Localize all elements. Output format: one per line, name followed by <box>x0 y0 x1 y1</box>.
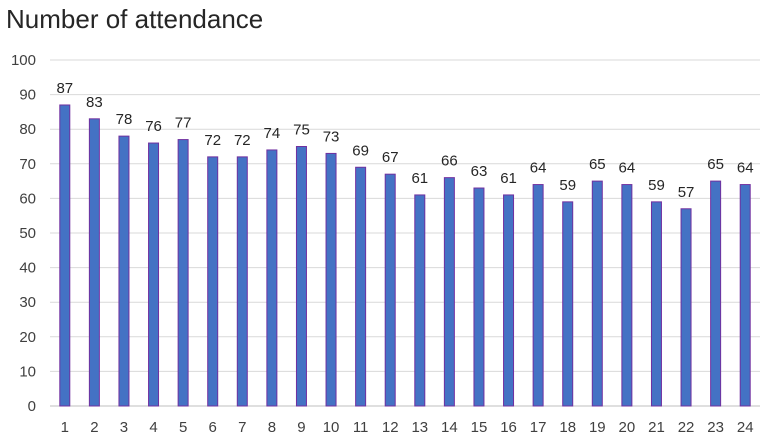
y-tick-label: 0 <box>28 398 36 415</box>
x-tick-label: 17 <box>530 419 547 436</box>
bar <box>295 146 307 407</box>
x-tick-label: 15 <box>471 419 488 436</box>
x-tick-label: 3 <box>120 419 128 436</box>
data-label: 64 <box>619 160 636 177</box>
data-label: 83 <box>86 94 103 111</box>
bar <box>236 156 248 407</box>
bar <box>384 173 396 407</box>
data-label: 61 <box>500 170 517 187</box>
y-tick-label: 50 <box>19 225 36 242</box>
x-tick-label: 1 <box>61 419 69 436</box>
bar <box>621 184 633 407</box>
data-label: 67 <box>382 149 399 166</box>
x-tick-label: 24 <box>737 419 754 436</box>
bar <box>325 152 337 407</box>
x-tick-label: 23 <box>707 419 724 436</box>
bar <box>59 104 71 407</box>
x-tick-label: 22 <box>678 419 695 436</box>
x-tick-label: 21 <box>648 419 665 436</box>
bar <box>650 201 662 407</box>
data-label: 66 <box>441 153 458 170</box>
x-tick-label: 13 <box>411 419 428 436</box>
x-tick-label: 8 <box>268 419 276 436</box>
y-tick-label: 100 <box>11 52 36 69</box>
x-tick-label: 18 <box>559 419 576 436</box>
bar <box>177 139 189 407</box>
data-label: 77 <box>175 115 192 132</box>
data-label: 76 <box>145 118 162 135</box>
data-label: 72 <box>234 132 251 149</box>
chart-title: Number of attendance <box>6 4 264 34</box>
data-label: 72 <box>204 132 221 149</box>
x-tick-label: 2 <box>90 419 98 436</box>
bar <box>739 184 751 407</box>
data-label: 69 <box>352 142 369 159</box>
data-label: 87 <box>56 80 73 97</box>
x-tick-label: 12 <box>382 419 399 436</box>
x-tick-label: 19 <box>589 419 606 436</box>
y-tick-label: 70 <box>19 156 36 173</box>
data-label: 64 <box>737 160 754 177</box>
data-label: 78 <box>116 111 133 128</box>
x-tick-label: 10 <box>323 419 340 436</box>
y-tick-label: 10 <box>19 363 36 380</box>
data-labels: 87 83 78 76 77 72 72 74 75 73 69 67 61 66 63 61 64 59 65 64… <box>56 80 753 201</box>
y-tick-label: 40 <box>19 260 36 277</box>
x-tick-label: 6 <box>209 419 217 436</box>
data-label: 59 <box>559 177 576 194</box>
bar <box>443 177 455 407</box>
bars <box>59 104 751 407</box>
y-tick-label: 60 <box>19 190 36 207</box>
bar <box>680 208 692 407</box>
y-tick-label: 90 <box>19 87 36 104</box>
bar <box>355 166 367 407</box>
bar <box>148 142 160 407</box>
bar <box>88 118 100 407</box>
data-label: 74 <box>264 125 281 142</box>
x-axis-tick-labels: 1 2 3 4 5 6 7 8 9 10 11 12 13 14 15 16 17 18 19 20 21 22 23 24 <box>61 419 754 436</box>
data-label: 73 <box>323 128 340 145</box>
data-label: 65 <box>589 156 606 173</box>
data-label: 61 <box>411 170 428 187</box>
x-tick-label: 11 <box>353 419 369 436</box>
bar <box>207 156 219 407</box>
data-label: 75 <box>293 122 310 139</box>
bar <box>266 149 278 407</box>
x-tick-label: 16 <box>500 419 517 436</box>
y-tick-label: 30 <box>19 294 36 311</box>
data-label: 65 <box>707 156 724 173</box>
data-label: 63 <box>471 163 488 180</box>
x-tick-label: 14 <box>441 419 458 436</box>
y-tick-label: 20 <box>19 329 36 346</box>
data-label: 59 <box>648 177 665 194</box>
x-tick-label: 20 <box>619 419 636 436</box>
bar <box>710 180 722 407</box>
bar <box>414 194 426 407</box>
bar <box>591 180 603 407</box>
bar <box>532 184 544 407</box>
data-label: 57 <box>678 184 695 201</box>
bar <box>473 187 485 407</box>
x-tick-label: 4 <box>149 419 157 436</box>
x-tick-label: 7 <box>238 419 246 436</box>
data-label: 64 <box>530 160 547 177</box>
bar <box>503 194 515 407</box>
y-axis-tick-labels: 0 10 20 30 40 50 60 70 80 90 100 <box>11 52 36 415</box>
bar <box>562 201 574 407</box>
bar <box>118 135 130 407</box>
x-tick-label: 5 <box>179 419 187 436</box>
y-tick-label: 80 <box>19 121 36 138</box>
x-tick-label: 9 <box>297 419 305 436</box>
gridlines <box>50 59 760 407</box>
